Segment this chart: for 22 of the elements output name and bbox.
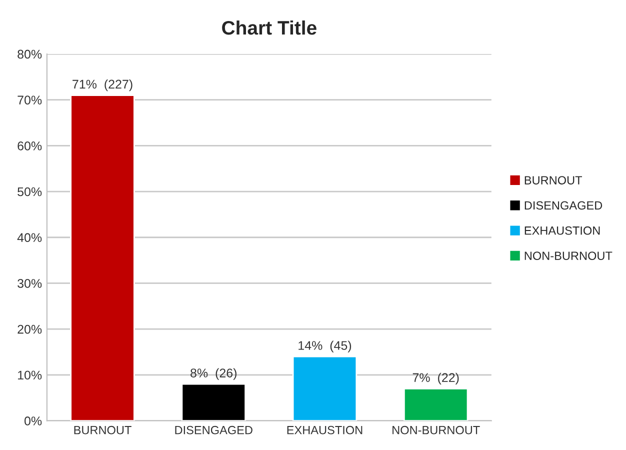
x-tick-label: DISENGAGED [175, 426, 252, 434]
x-tick-label: BURNOUT [74, 426, 132, 434]
legend-label: NON-BURNOUT [524, 252, 612, 260]
y-tick-label: 40% [17, 233, 42, 242]
y-tick-label: 50% [18, 187, 42, 196]
y-tick-label: 10% [18, 370, 42, 380]
data-label: 8% (26) [190, 368, 236, 380]
y-tick-label: 70% [18, 96, 42, 104]
legend-label: EXHAUSTION [524, 226, 600, 235]
data-label: 7% (22) [412, 372, 459, 384]
chart-title: Chart Title [222, 20, 316, 35]
y-tick-label: 80% [18, 50, 42, 59]
y-tick-label: 20% [18, 324, 42, 334]
legend-label: BURNOUT [524, 176, 582, 184]
x-tick-label: EXHAUSTION [287, 426, 362, 434]
legend-label: DISENGAGED [524, 201, 602, 210]
y-tick-label: 30% [18, 279, 42, 288]
data-label: 71% (227) [72, 79, 132, 92]
y-tick-label: 60% [18, 141, 42, 150]
data-label: 14% (45) [298, 340, 352, 352]
y-tick-label: 0% [24, 416, 42, 426]
x-tick-label: NON-BURNOUT [392, 426, 480, 434]
